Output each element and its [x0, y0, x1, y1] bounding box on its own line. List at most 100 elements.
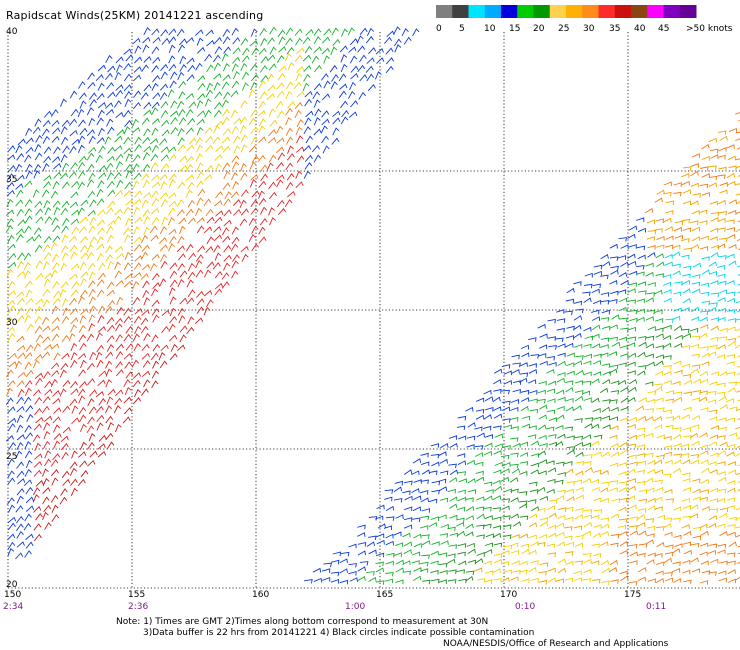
wind-barb — [132, 372, 142, 379]
wind-barb — [35, 272, 44, 280]
wind-barb — [538, 414, 547, 420]
wind-barb — [629, 530, 639, 536]
wind-barb — [43, 252, 52, 260]
wind-barb — [375, 552, 385, 558]
wind-barb — [439, 470, 449, 476]
wind-barb — [638, 543, 648, 548]
wind-barb — [24, 361, 32, 370]
wind-barb — [600, 487, 609, 493]
wind-barb — [708, 261, 717, 267]
wind-barb — [97, 227, 105, 235]
wind-barb — [97, 64, 107, 72]
wind-barb — [115, 389, 124, 397]
wind-barb — [16, 405, 25, 413]
wind-barb — [160, 260, 168, 269]
wind-barb — [79, 342, 87, 351]
wind-barb — [484, 542, 494, 548]
wind-barb — [359, 27, 368, 35]
wind-barb — [96, 137, 105, 144]
wind-barb — [80, 199, 89, 207]
wind-barb — [449, 442, 458, 448]
wind-barb — [341, 110, 349, 118]
wind-barb — [466, 435, 476, 441]
wind-barb — [718, 255, 727, 260]
wind-barb — [107, 219, 116, 227]
wind-barb — [77, 388, 86, 397]
wind-barb — [151, 174, 160, 181]
wind-barb — [420, 525, 429, 530]
wind-barb — [682, 515, 692, 521]
wind-barb — [448, 435, 458, 440]
wind-barb — [673, 191, 682, 197]
wind-barb — [24, 468, 32, 477]
wind-barb — [727, 487, 736, 493]
wind-barb — [574, 390, 584, 395]
wind-barb — [518, 503, 528, 509]
wind-barb — [582, 380, 592, 386]
wind-barb — [638, 397, 648, 403]
wind-barb — [132, 180, 140, 189]
wind-barb — [736, 147, 740, 150]
wind-barb — [267, 73, 275, 82]
wind-barb — [520, 543, 530, 549]
wind-barb — [96, 188, 104, 197]
wind-barb — [17, 478, 26, 485]
wind-barb — [142, 280, 150, 289]
wind-barb — [512, 380, 522, 385]
wind-barb — [240, 189, 249, 197]
wind-barb — [196, 37, 204, 46]
wind-barb — [168, 154, 177, 162]
wind-barb — [510, 399, 520, 404]
wind-barb — [87, 378, 95, 386]
wind-barb — [574, 435, 584, 441]
wind-barb — [682, 189, 691, 195]
wind-barb — [34, 118, 42, 127]
wind-barb — [728, 381, 738, 386]
wind-barb — [735, 131, 740, 134]
wind-barb — [366, 571, 375, 576]
wind-barb — [735, 138, 740, 141]
wind-barb — [50, 495, 59, 503]
wind-barb — [24, 199, 33, 207]
wind-barb — [529, 408, 539, 414]
wind-barb — [249, 145, 258, 153]
wind-barb — [349, 111, 358, 118]
wind-barb — [61, 352, 70, 360]
wind-barb — [385, 47, 394, 55]
wind-barb — [24, 280, 33, 288]
wind-barb — [6, 269, 14, 278]
wind-barb — [683, 549, 692, 555]
wind-barb — [593, 353, 602, 359]
wind-barb — [637, 576, 646, 582]
wind-barb — [566, 362, 575, 367]
wind-barb — [313, 99, 321, 108]
wind-barb — [539, 344, 548, 350]
wind-barb — [89, 92, 97, 100]
wind-barb — [34, 306, 43, 314]
wind-barb — [258, 226, 266, 235]
wind-barb — [269, 46, 277, 55]
wind-barb — [654, 496, 663, 502]
wind-barb — [421, 508, 430, 513]
wind-barb — [97, 450, 107, 458]
wind-barb — [654, 469, 664, 475]
wind-barb — [386, 552, 395, 558]
wind-barb — [565, 335, 575, 340]
wind-barb — [87, 262, 96, 271]
wind-barb — [32, 126, 41, 134]
wind-barb — [196, 197, 204, 206]
wind-barb — [700, 378, 709, 384]
wind-barb — [287, 62, 295, 71]
wind-barb — [221, 53, 229, 62]
wind-barb — [683, 391, 693, 397]
wind-barb — [231, 63, 239, 72]
wind-barb — [673, 227, 683, 232]
wind-barb — [16, 208, 24, 217]
wind-barb — [231, 226, 239, 235]
wind-barb — [185, 174, 195, 181]
wind-barb — [116, 306, 124, 315]
wind-barb — [16, 233, 24, 242]
wind-barb — [304, 98, 312, 107]
wind-barb — [140, 234, 149, 244]
wind-barb — [654, 553, 663, 558]
